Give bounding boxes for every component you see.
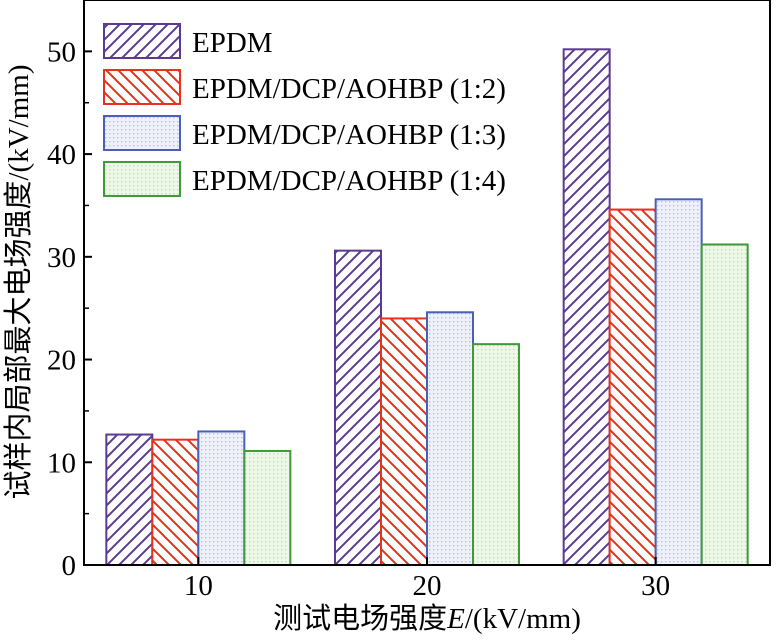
- x-tick-label: 30: [641, 570, 670, 602]
- bar-epdm-20: [334, 249, 382, 566]
- legend-label: EPDM/DCP/AOHBP (1:4): [192, 165, 506, 197]
- y-tick-label: 10: [47, 447, 76, 479]
- bar-epdm-dcp-aohbp-1-4-30: [700, 243, 749, 566]
- x-axis-title-prefix: 测试电场强度: [273, 602, 447, 635]
- y-tick-label: 0: [62, 550, 77, 582]
- bar-epdm-dcp-aohbp-1-3-20: [426, 311, 474, 567]
- bar-epdm-dcp-aohbp-1-4-20: [472, 343, 520, 566]
- x-tick-label: 10: [184, 570, 213, 602]
- y-tick-label: 40: [47, 139, 76, 171]
- legend-swatch: [103, 115, 181, 151]
- y-axis: 0 10 20 30 40 50: [47, 36, 92, 582]
- bar-epdm-dcp-aohbp-1-2-20: [380, 317, 428, 567]
- legend-swatch: [103, 161, 181, 197]
- x-axis-title: 测试电场强度E/(kV/mm): [273, 602, 581, 635]
- bar-epdm-10: [105, 433, 154, 567]
- y-tick-label: 20: [47, 345, 76, 377]
- bars-layer: [105, 48, 749, 567]
- bar-epdm-dcp-aohbp-1-2-30: [608, 208, 657, 566]
- legend-swatch: [103, 69, 181, 105]
- y-axis-title: 试样内局部最大电场强度/(kV/mm): [2, 65, 35, 500]
- legend-swatch: [103, 23, 181, 59]
- y-tick-label: 30: [47, 242, 76, 274]
- x-axis: 10 20 30: [184, 557, 670, 602]
- x-axis-title-variable: E: [446, 603, 465, 635]
- bar-epdm-dcp-aohbp-1-3-10: [197, 430, 246, 567]
- x-axis-title-units: /(kV/mm): [465, 603, 581, 635]
- bar-epdm-dcp-aohbp-1-3-30: [654, 198, 703, 566]
- bar-epdm-dcp-aohbp-1-2-10: [151, 438, 200, 566]
- legend: EPDM EPDM/DCP/AOHBP (1:2) EPDM/DCP/AOHBP (…: [103, 23, 506, 197]
- bar-epdm-30: [562, 48, 611, 567]
- legend-label: EPDM/DCP/AOHBP (1:2): [192, 73, 506, 105]
- legend-label: EPDM: [192, 27, 273, 59]
- x-tick-label: 20: [413, 570, 442, 602]
- y-tick-label: 50: [47, 36, 76, 68]
- bar-epdm-dcp-aohbp-1-4-10: [243, 449, 292, 566]
- legend-label: EPDM/DCP/AOHBP (1:3): [192, 119, 506, 151]
